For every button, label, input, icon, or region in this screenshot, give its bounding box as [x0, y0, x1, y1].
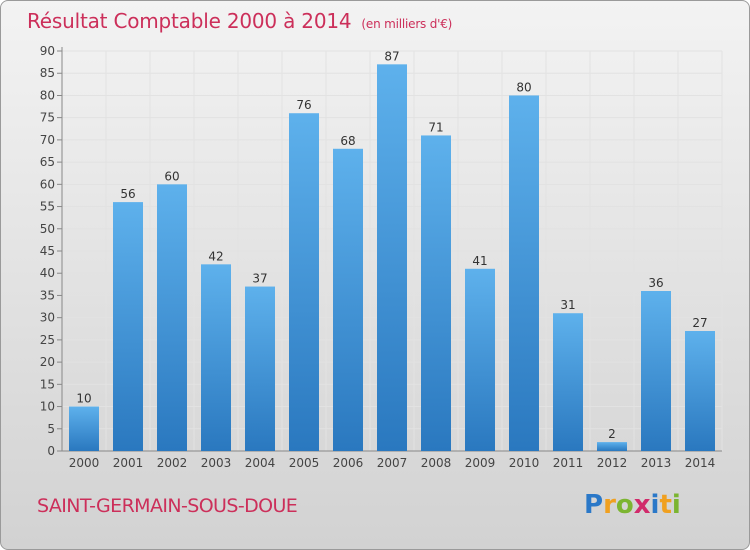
x-tick-label-2013: 2013 [641, 456, 672, 470]
chart-subtitle: (en milliers d'€) [361, 17, 453, 31]
x-tick-label-2006: 2006 [333, 456, 364, 470]
x-tick-label-2014: 2014 [685, 456, 716, 470]
commune-name: SAINT-GERMAIN-SOUS-DOUE [37, 495, 298, 517]
value-label-2012: 2 [608, 427, 616, 441]
bar-2009 [465, 268, 495, 451]
x-tick-label-2009: 2009 [465, 456, 496, 470]
y-tick-label: 65 [40, 155, 55, 169]
bar-2002 [157, 184, 187, 452]
y-tick-label: 75 [40, 111, 55, 125]
bar-2011 [553, 313, 583, 451]
x-tick-label-2004: 2004 [245, 456, 276, 470]
proxiti-logo: Proxiti [584, 490, 681, 520]
x-tick-label-2003: 2003 [201, 456, 232, 470]
y-tick-label: 80 [40, 88, 55, 102]
value-label-2009: 41 [472, 254, 487, 268]
bar-2005 [289, 113, 319, 451]
bar-2003 [201, 264, 231, 451]
x-tick-label-2012: 2012 [597, 456, 628, 470]
bar-2001 [113, 202, 143, 451]
y-tick-label: 5 [47, 422, 55, 436]
y-tick-label: 70 [40, 133, 55, 147]
chart-title: Résultat Comptable 2000 à 2014 (en millie… [27, 9, 452, 33]
value-label-2007: 87 [384, 49, 399, 63]
value-label-2006: 68 [340, 134, 355, 148]
x-tick-label-2001: 2001 [113, 456, 144, 470]
x-tick-label-2000: 2000 [69, 456, 100, 470]
x-tick-label-2008: 2008 [421, 456, 452, 470]
x-tick-label-2011: 2011 [553, 456, 584, 470]
y-tick-label: 60 [40, 177, 55, 191]
y-tick-label: 0 [47, 444, 55, 458]
value-label-2014: 27 [692, 316, 707, 330]
bar-2004 [245, 286, 275, 451]
bar-2008 [421, 135, 451, 451]
y-tick-label: 25 [40, 333, 55, 347]
y-tick-label: 55 [40, 200, 55, 214]
value-label-2010: 80 [516, 80, 531, 94]
x-tick-label-2010: 2010 [509, 456, 540, 470]
value-label-2000: 10 [76, 392, 91, 406]
value-label-2008: 71 [428, 120, 443, 134]
value-label-2002: 60 [164, 169, 179, 183]
y-tick-label: 90 [40, 44, 55, 58]
y-tick-label: 20 [40, 355, 55, 369]
bar-2014 [685, 331, 715, 451]
value-label-2003: 42 [208, 249, 223, 263]
value-label-2013: 36 [648, 276, 663, 290]
y-tick-label: 45 [40, 244, 55, 258]
value-label-2005: 76 [296, 98, 311, 112]
bar-2013 [641, 291, 671, 451]
bar-2006 [333, 148, 363, 451]
bar-2000 [69, 406, 99, 451]
y-tick-label: 35 [40, 288, 55, 302]
chart-title-text: Résultat Comptable 2000 à 2014 [27, 9, 352, 33]
x-tick-label-2005: 2005 [289, 456, 320, 470]
bar-2007 [377, 64, 407, 452]
x-tick-label-2007: 2007 [377, 456, 408, 470]
y-tick-label: 15 [40, 377, 55, 391]
y-tick-label: 40 [40, 266, 55, 280]
y-tick-label: 30 [40, 311, 55, 325]
y-tick-label: 50 [40, 222, 55, 236]
y-tick-label: 85 [40, 66, 55, 80]
value-label-2004: 37 [252, 272, 267, 286]
value-label-2001: 56 [120, 187, 135, 201]
value-label-2011: 31 [560, 298, 575, 312]
bar-2010 [509, 95, 539, 451]
bar-2012 [597, 442, 627, 451]
y-tick-label: 10 [40, 400, 55, 414]
x-tick-label-2002: 2002 [157, 456, 188, 470]
